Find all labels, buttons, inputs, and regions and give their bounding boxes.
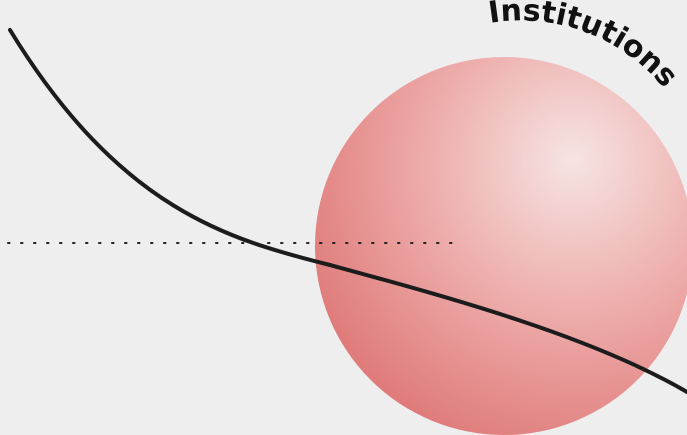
trend-curve <box>8 28 687 394</box>
institutions-sphere <box>315 57 687 435</box>
